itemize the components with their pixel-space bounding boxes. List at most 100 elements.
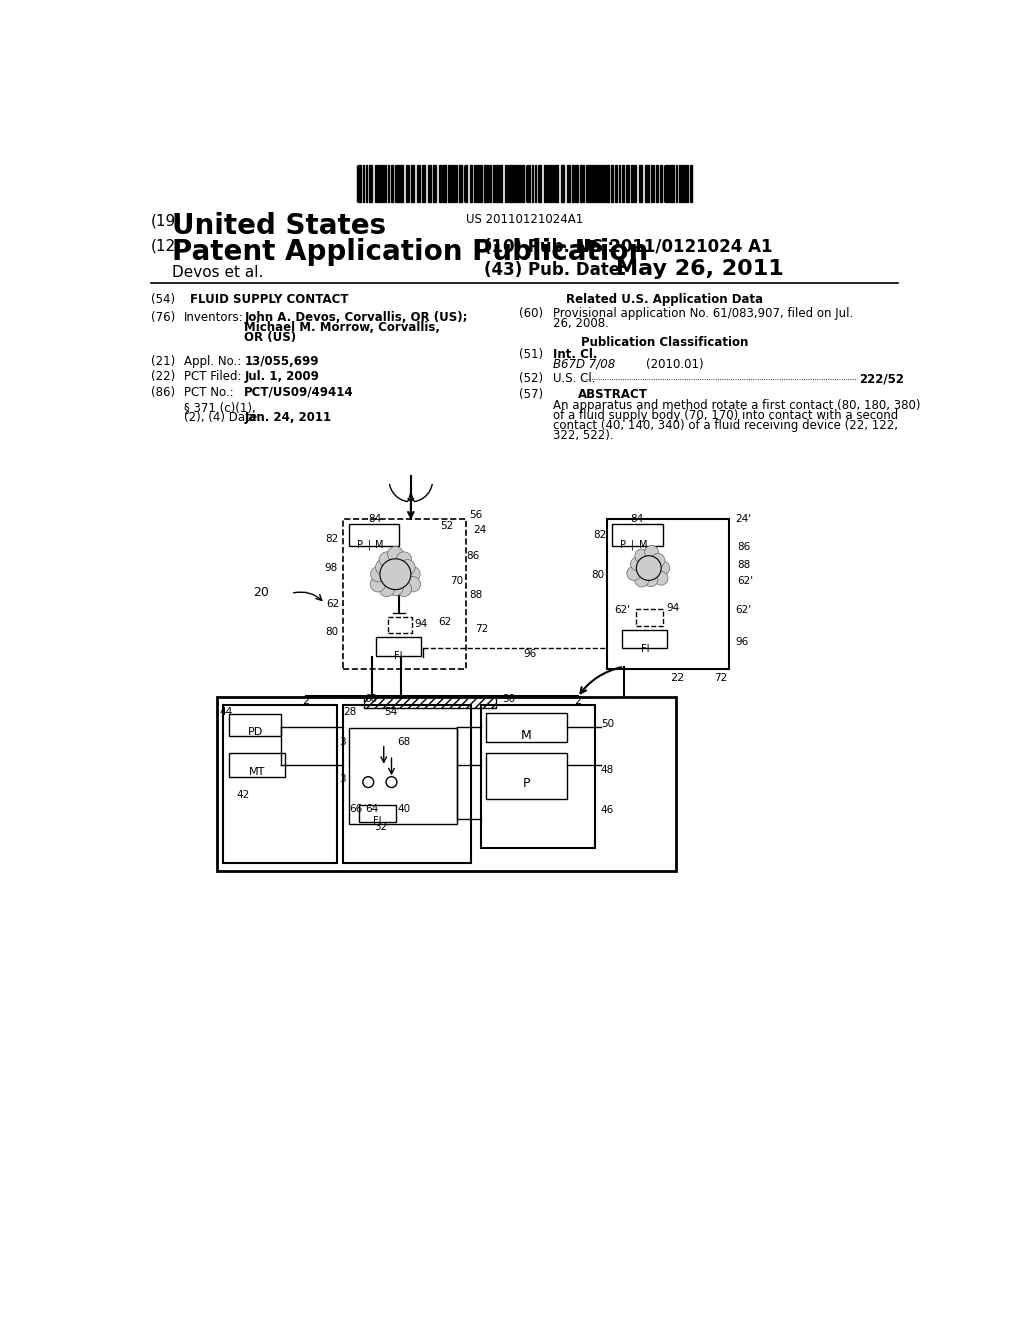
Text: 84: 84 xyxy=(369,515,382,524)
Bar xyxy=(362,165,365,202)
Circle shape xyxy=(371,566,386,582)
Text: 82: 82 xyxy=(325,535,338,544)
Circle shape xyxy=(362,776,374,788)
Text: (57): (57) xyxy=(519,388,544,401)
Bar xyxy=(676,165,678,202)
Text: 20: 20 xyxy=(254,586,269,599)
Bar xyxy=(531,165,534,202)
Text: 3: 3 xyxy=(339,738,345,747)
Circle shape xyxy=(651,553,665,568)
Text: (43) Pub. Date:: (43) Pub. Date: xyxy=(484,261,628,279)
Text: 86: 86 xyxy=(467,552,480,561)
Bar xyxy=(222,705,337,863)
Text: M: M xyxy=(639,540,647,549)
Text: 88: 88 xyxy=(737,561,751,570)
Bar xyxy=(618,165,621,202)
Circle shape xyxy=(379,552,394,568)
Text: 64: 64 xyxy=(366,804,379,813)
Bar xyxy=(486,713,567,742)
Bar xyxy=(631,165,633,202)
Text: 52: 52 xyxy=(440,521,454,531)
Bar xyxy=(685,165,687,202)
Bar xyxy=(493,165,495,202)
Bar xyxy=(496,165,498,202)
Text: 3: 3 xyxy=(339,775,345,784)
Circle shape xyxy=(388,546,403,562)
Bar xyxy=(500,165,503,202)
Text: Jan. 24, 2011: Jan. 24, 2011 xyxy=(245,411,332,424)
Circle shape xyxy=(379,581,394,597)
Text: 322, 522).: 322, 522). xyxy=(553,429,613,442)
Bar xyxy=(555,165,558,202)
Text: Jul. 1, 2009: Jul. 1, 2009 xyxy=(245,370,319,383)
Bar xyxy=(465,165,467,202)
Bar xyxy=(655,165,658,202)
Bar xyxy=(516,165,518,202)
Circle shape xyxy=(627,566,641,581)
Text: 62': 62' xyxy=(614,605,631,615)
Circle shape xyxy=(406,577,421,591)
Bar xyxy=(660,165,662,202)
Text: B67D 7/08: B67D 7/08 xyxy=(553,358,615,371)
Text: 94: 94 xyxy=(667,603,680,614)
Bar xyxy=(575,165,578,202)
Bar xyxy=(682,165,684,202)
Text: (60): (60) xyxy=(519,308,544,319)
Text: (22): (22) xyxy=(152,370,175,383)
Bar xyxy=(358,165,360,202)
Text: Provisional application No. 61/083,907, filed on Jul.: Provisional application No. 61/083,907, … xyxy=(553,308,853,319)
Bar xyxy=(349,729,458,825)
Text: Appl. No.:: Appl. No.: xyxy=(183,355,241,368)
Text: 222/52: 222/52 xyxy=(859,372,904,385)
Bar xyxy=(419,165,420,202)
Text: |: | xyxy=(368,540,371,550)
Bar xyxy=(228,714,282,737)
Text: (19): (19) xyxy=(152,214,182,228)
Text: 24: 24 xyxy=(473,525,486,535)
Circle shape xyxy=(636,556,662,581)
Bar xyxy=(388,165,389,202)
Text: 62': 62' xyxy=(735,605,752,615)
Text: 32: 32 xyxy=(375,822,388,832)
Text: 82: 82 xyxy=(593,529,606,540)
Text: M: M xyxy=(375,540,384,549)
Text: Inventors:: Inventors: xyxy=(183,312,244,323)
Text: 62: 62 xyxy=(438,616,452,627)
Bar xyxy=(391,165,393,202)
Text: 68: 68 xyxy=(397,738,411,747)
Bar xyxy=(480,705,595,847)
Bar xyxy=(535,165,537,202)
Bar xyxy=(600,165,601,202)
Bar xyxy=(665,165,667,202)
Text: P: P xyxy=(522,777,530,791)
Bar xyxy=(376,638,421,656)
Bar xyxy=(359,805,396,822)
Text: FI: FI xyxy=(641,644,649,653)
Text: 2: 2 xyxy=(302,696,309,706)
Text: 54: 54 xyxy=(384,706,397,717)
Bar xyxy=(522,165,524,202)
Text: 30: 30 xyxy=(503,693,515,704)
Bar xyxy=(480,165,482,202)
Bar xyxy=(365,696,496,708)
Bar xyxy=(489,165,492,202)
Text: PCT Filed:: PCT Filed: xyxy=(183,370,242,383)
Text: 48: 48 xyxy=(601,766,614,775)
Text: PCT/US09/49414: PCT/US09/49414 xyxy=(245,385,354,399)
Circle shape xyxy=(644,573,657,586)
Bar xyxy=(443,165,445,202)
Bar xyxy=(603,165,604,202)
Bar xyxy=(470,165,472,202)
Text: 94: 94 xyxy=(415,619,428,628)
Bar xyxy=(507,165,509,202)
Bar xyxy=(636,609,663,626)
Text: May 26, 2011: May 26, 2011 xyxy=(616,259,784,279)
Text: OR (US): OR (US) xyxy=(245,331,296,345)
Text: 98: 98 xyxy=(325,562,338,573)
Text: Patent Application Publication: Patent Application Publication xyxy=(172,238,648,265)
Bar xyxy=(639,165,642,202)
Bar xyxy=(538,165,541,202)
Text: John A. Devos, Corvallis, OR (US);: John A. Devos, Corvallis, OR (US); xyxy=(245,312,468,323)
Bar xyxy=(440,165,442,202)
Text: An apparatus and method rotate a first contact (80, 180, 380): An apparatus and method rotate a first c… xyxy=(553,400,921,412)
